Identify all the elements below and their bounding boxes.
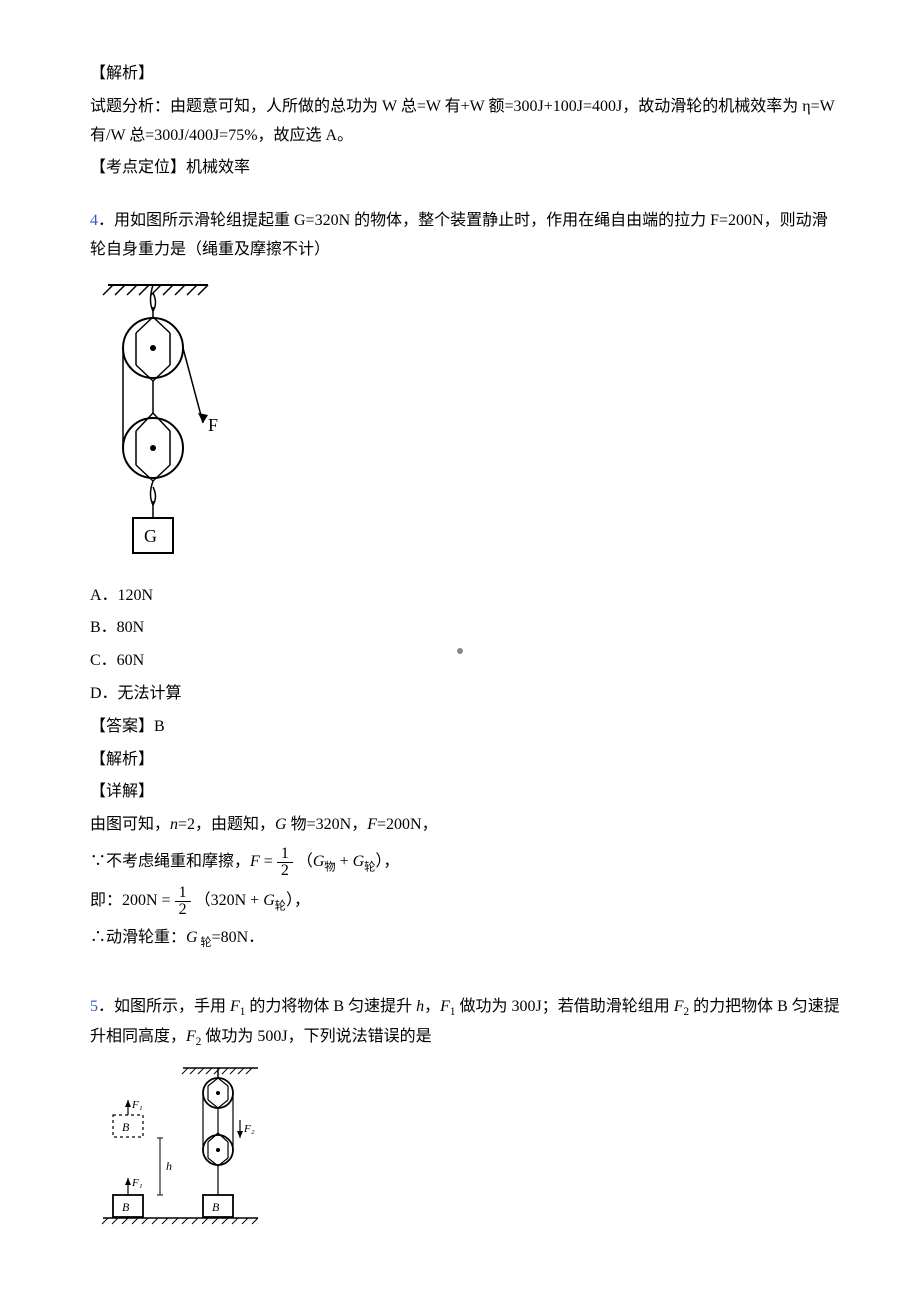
q4-frac2: 12 [175, 885, 191, 918]
q4-line1: 由图可知，n=2，由题知，G 物=320N，F=200N， [90, 811, 840, 840]
q4-l2-eq: = [260, 853, 277, 870]
q4-l3-c: ）， [286, 892, 310, 909]
q5-sa: ．如图所示，手用 [98, 998, 230, 1015]
q4-answer: 【答案】B [90, 713, 840, 742]
q4-frac1-num: 1 [277, 846, 293, 863]
q4-l2-G1: G [313, 853, 325, 870]
q4-line2: ∵不考虑绳重和摩擦，F = 12 （G物 + G轮）， [90, 846, 840, 879]
q4-l3-b: （320N + [195, 892, 264, 909]
q5-number: 5 [90, 998, 98, 1015]
svg-text:h: h [166, 1159, 172, 1173]
q4-l2-s2: 轮 [364, 861, 375, 873]
q5-F1b: F [440, 998, 450, 1015]
q4-l2-F: F [250, 853, 260, 870]
svg-text:F: F [208, 415, 218, 435]
q5-F1: F [230, 998, 240, 1015]
q4-l2-a: ∵不考虑绳重和摩擦， [90, 853, 250, 870]
q3-kaodian: 【考点定位】机械效率 [90, 154, 840, 183]
q4-l1-e: 物=320N， [287, 816, 368, 833]
q4-pulley-diagram: F G [98, 273, 840, 574]
q4-l2-G2: G [353, 853, 365, 870]
q5-sd: 做功为 300J；若借助滑轮组用 [455, 998, 673, 1015]
q4-l2-plus: + [336, 853, 353, 870]
q4-l3-a: 即：200N = [90, 892, 175, 909]
q4-number: 4 [90, 212, 98, 229]
q4-l1-G: G [275, 816, 287, 833]
q4-option-a: A．120N [90, 582, 840, 611]
q4-l4-G: G [186, 929, 198, 946]
svg-text:B: B [122, 1120, 130, 1134]
q4-option-d: D．无法计算 [90, 680, 840, 709]
q3-analysis-label: 【解析】 [90, 60, 840, 89]
q4-l4-a: ∴动滑轮重： [90, 929, 186, 946]
q4-frac1-den: 2 [277, 863, 293, 879]
q5-F2b: F [186, 1028, 196, 1045]
q4-l1-F: F [367, 816, 377, 833]
svg-text:F₁: F₁ [131, 1177, 143, 1189]
q5-pulley-diagram: F₂ B B F₁ B F₁ h [98, 1060, 840, 1246]
q4-l1-a: 由图可知， [90, 816, 170, 833]
q4-option-c: C．60N [90, 647, 840, 676]
q4-l4-b: =80N． [212, 929, 265, 946]
q4-detail-label: 【详解】 [90, 778, 840, 807]
q4-line4: ∴动滑轮重：G 轮=80N． [90, 924, 840, 953]
q4-analysis-label: 【解析】 [90, 746, 840, 775]
q4-frac2-den: 2 [175, 902, 191, 918]
q4-l3-G: G [263, 892, 275, 909]
svg-text:G: G [144, 526, 157, 546]
q5-sb: 的力将物体 B 匀速提升 [245, 998, 416, 1015]
svg-text:B: B [122, 1200, 130, 1214]
q4-l1-n: n [170, 816, 178, 833]
q4-l4-sub: 轮 [198, 937, 212, 949]
q4-l2-s1: 物 [324, 861, 335, 873]
q4-line3: 即：200N = 12 （320N + G轮）， [90, 885, 840, 918]
q5-h: h [416, 998, 424, 1015]
q5-stem: 5．如图所示，手用 F1 的力将物体 B 匀速提升 h，F1 做功为 300J；… [90, 993, 840, 1052]
center-dot-icon [457, 648, 463, 654]
svg-text:B: B [212, 1200, 220, 1214]
q4-l2-pc: ）， [375, 853, 399, 870]
q4-stem: 4．用如图所示滑轮组提起重 G=320N 的物体，整个装置静止时，作用在绳自由端… [90, 207, 840, 265]
svg-text:F₁: F₁ [131, 1099, 143, 1111]
q4-l2-po: （ [297, 853, 313, 870]
q4-l1-c: =2，由题知， [178, 816, 275, 833]
q4-frac1: 12 [277, 846, 293, 879]
q3-analysis-text: 试题分析：由题意可知，人所做的总功为 W 总=W 有+W 额=300J+100J… [90, 93, 840, 151]
q4-option-b: B．80N [90, 614, 840, 643]
q5-sf: 做功为 500J，下列说法错误的是 [201, 1028, 431, 1045]
q4-l3-sub: 轮 [275, 900, 286, 912]
q4-l1-g: =200N， [377, 816, 438, 833]
svg-text:F₂: F₂ [243, 1123, 255, 1135]
q4-stem-text: ．用如图所示滑轮组提起重 G=320N 的物体，整个装置静止时，作用在绳自由端的… [90, 212, 828, 258]
q5-sc: ， [424, 998, 440, 1015]
q4-frac2-num: 1 [175, 885, 191, 902]
